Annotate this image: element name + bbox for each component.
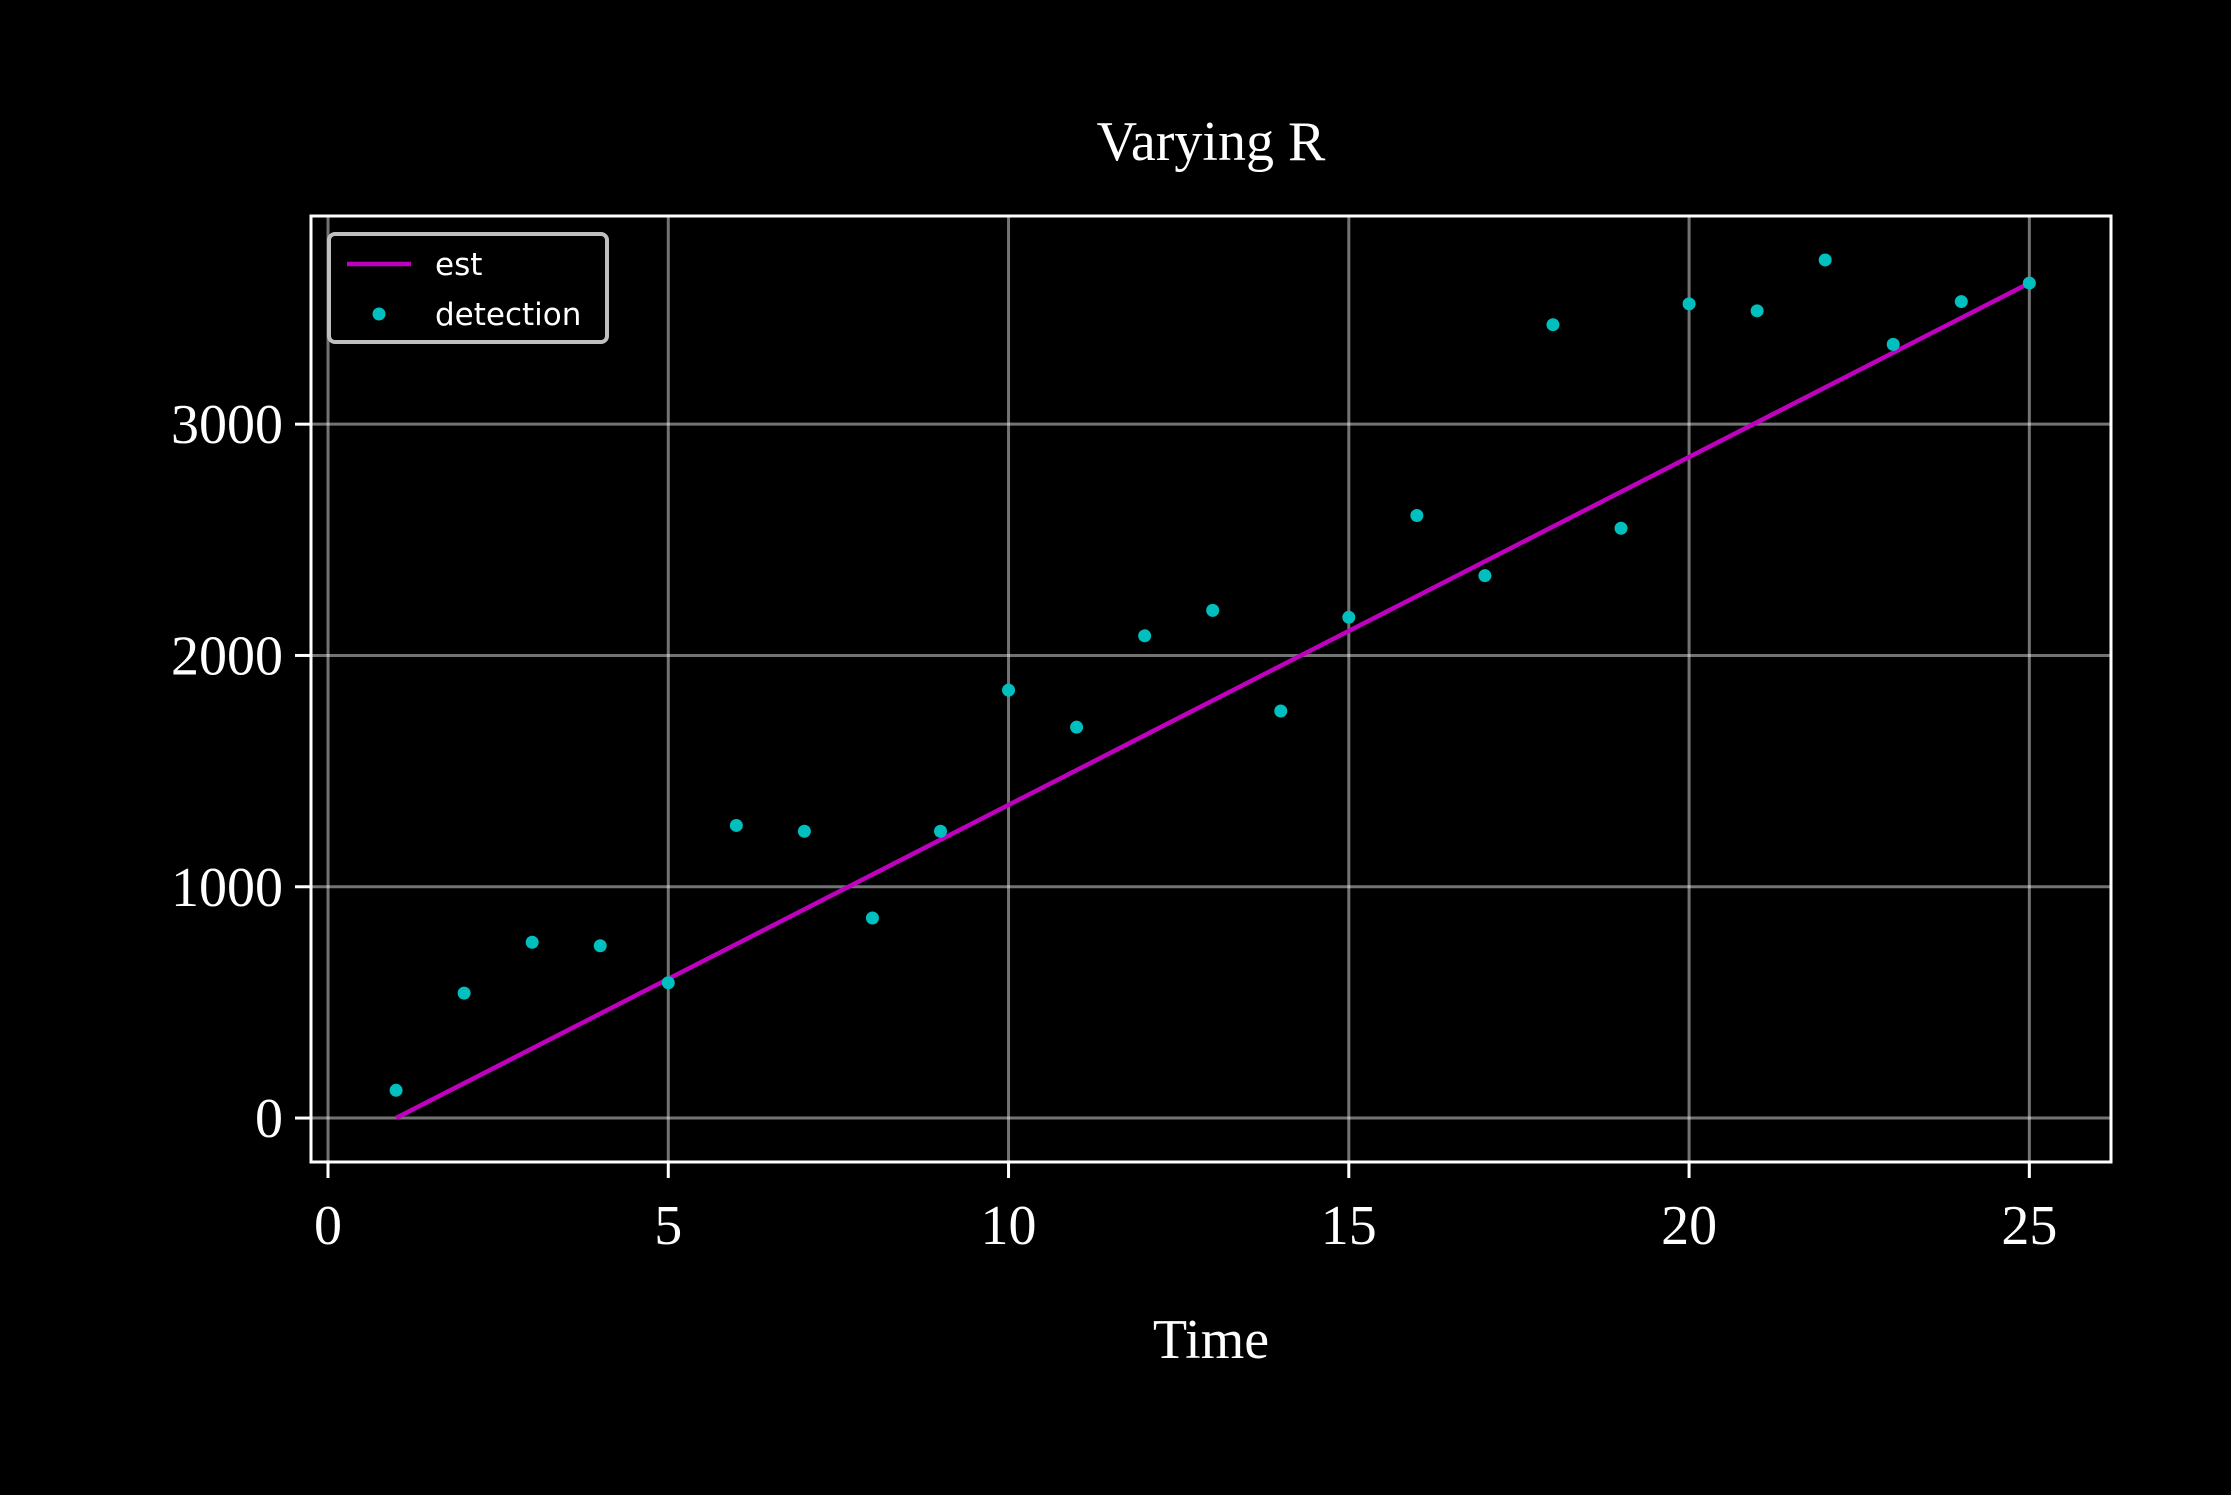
data-point-detection bbox=[593, 939, 607, 953]
data-point-detection bbox=[2022, 276, 2036, 290]
data-point-detection bbox=[661, 976, 675, 990]
x-tick-label: 20 bbox=[1661, 1195, 1717, 1257]
data-point-detection bbox=[1002, 683, 1016, 697]
data-point-detection bbox=[1682, 297, 1696, 311]
legend: est detection bbox=[327, 232, 609, 344]
series-layer bbox=[389, 253, 2036, 1121]
data-point-detection bbox=[1410, 509, 1424, 523]
data-point-detection bbox=[1750, 304, 1764, 318]
data-point-detection bbox=[1546, 318, 1560, 332]
chart-title: Varying R bbox=[1097, 111, 1326, 173]
data-point-detection bbox=[1954, 295, 1968, 309]
y-tick-label: 1000 bbox=[171, 857, 283, 919]
data-point-detection bbox=[389, 1083, 403, 1097]
data-point-detection bbox=[1206, 603, 1220, 617]
data-point-detection bbox=[797, 824, 811, 838]
data-point-detection bbox=[865, 911, 879, 925]
data-point-detection bbox=[1274, 704, 1288, 718]
data-point-detection bbox=[933, 824, 947, 838]
data-point-detection bbox=[1614, 521, 1628, 535]
data-point-detection bbox=[1070, 720, 1084, 734]
x-tick-label: 15 bbox=[1321, 1195, 1377, 1257]
x-tick-label: 0 bbox=[314, 1195, 342, 1257]
x-tick-label: 25 bbox=[2001, 1195, 2057, 1257]
x-tick-label: 10 bbox=[981, 1195, 1037, 1257]
data-point-detection bbox=[1342, 610, 1356, 624]
legend-label-est: est bbox=[435, 247, 482, 283]
y-tick-label: 0 bbox=[255, 1088, 283, 1150]
y-tick-label: 3000 bbox=[171, 394, 283, 456]
data-point-detection bbox=[457, 986, 471, 1000]
data-point-detection bbox=[729, 818, 743, 832]
legend-swatch-detection bbox=[372, 307, 386, 321]
legend-box bbox=[327, 232, 609, 344]
legend-label-detection: detection bbox=[435, 297, 581, 333]
data-point-detection bbox=[525, 935, 539, 949]
x-tick-label: 5 bbox=[654, 1195, 682, 1257]
data-point-detection bbox=[1818, 253, 1832, 267]
data-point-detection bbox=[1138, 629, 1152, 643]
grid bbox=[311, 216, 2111, 1162]
y-tick-label: 2000 bbox=[171, 625, 283, 687]
x-axis-label: Time bbox=[1153, 1309, 1269, 1371]
data-point-detection bbox=[1478, 569, 1492, 583]
axis-ticks: 0 5 10 15 20 25 0 1000 2000 3000 bbox=[171, 394, 2057, 1257]
data-point-detection bbox=[1886, 337, 1900, 351]
plot-frame bbox=[309, 214, 2113, 1164]
